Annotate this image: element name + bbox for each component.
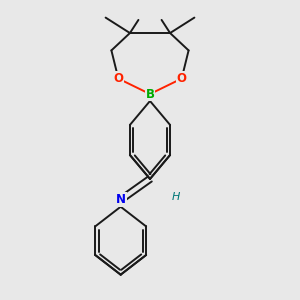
Text: B: B <box>146 88 154 100</box>
Text: H: H <box>172 192 180 202</box>
Text: O: O <box>177 72 187 85</box>
Text: O: O <box>113 72 123 85</box>
Text: N: N <box>116 193 126 206</box>
